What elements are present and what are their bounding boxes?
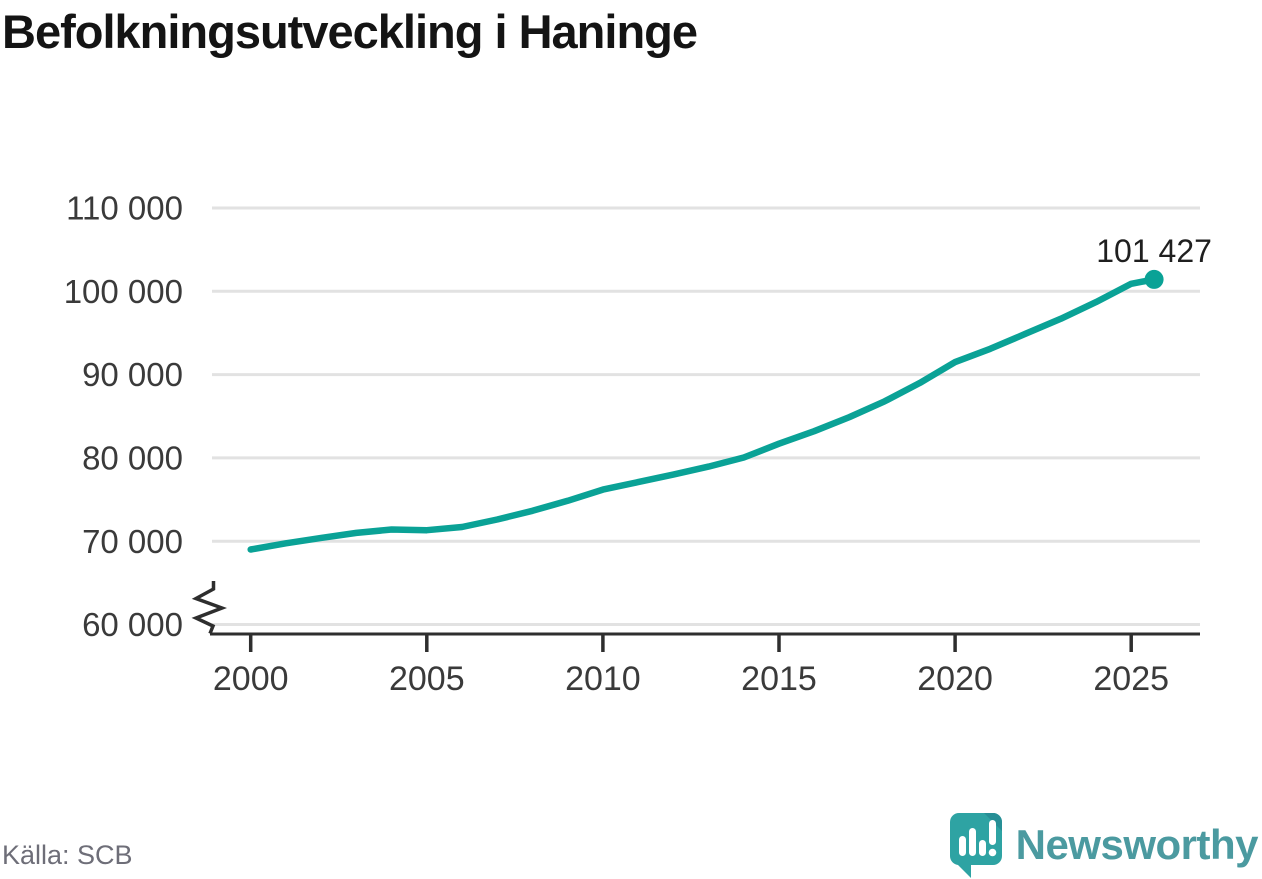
gridlines [212, 206, 1200, 626]
newsworthy-logo: Newsworthy [948, 812, 1259, 879]
y-axis-label: 80 000 [82, 439, 183, 476]
x-axis-label: 2015 [741, 660, 817, 698]
end-point-label: 101 427 [1096, 233, 1212, 269]
x-axis-label: 2005 [389, 660, 465, 698]
bar-2 [968, 828, 976, 856]
bar-1 [958, 836, 966, 856]
axis-break-icon [191, 581, 227, 635]
bar-3 [978, 840, 986, 856]
exclamation-bar [988, 820, 996, 845]
y-axis-labels: 110 000 100 000 90 000 80 000 70 000 60 000 [64, 190, 183, 643]
newsworthy-wordmark: Newsworthy [1015, 821, 1259, 868]
y-axis-label: 90 000 [82, 356, 183, 393]
y-axis-label: 100 000 [64, 273, 183, 310]
x-axis: 2000 2005 2010 2015 2020 2025 [210, 632, 1200, 698]
newsworthy-icon [949, 813, 1002, 878]
y-axis-label: 70 000 [82, 523, 183, 560]
y-axis-label: 60 000 [82, 606, 183, 643]
x-axis-label: 2010 [565, 660, 641, 698]
x-axis-label: 2020 [917, 660, 993, 698]
chart-title: Befolkningsutveckling i Haninge [2, 5, 698, 58]
x-axis-label: 2000 [213, 660, 289, 698]
source-label: Källa: SCB [2, 840, 133, 870]
end-point-dot [1144, 269, 1164, 289]
x-axis-label: 2025 [1093, 660, 1169, 698]
series-line [247, 276, 1158, 553]
population-series: 101 427 [247, 233, 1212, 553]
y-axis-label: 110 000 [66, 190, 183, 227]
exclamation-dot [988, 848, 996, 857]
axis-break-zigzag [191, 581, 227, 635]
